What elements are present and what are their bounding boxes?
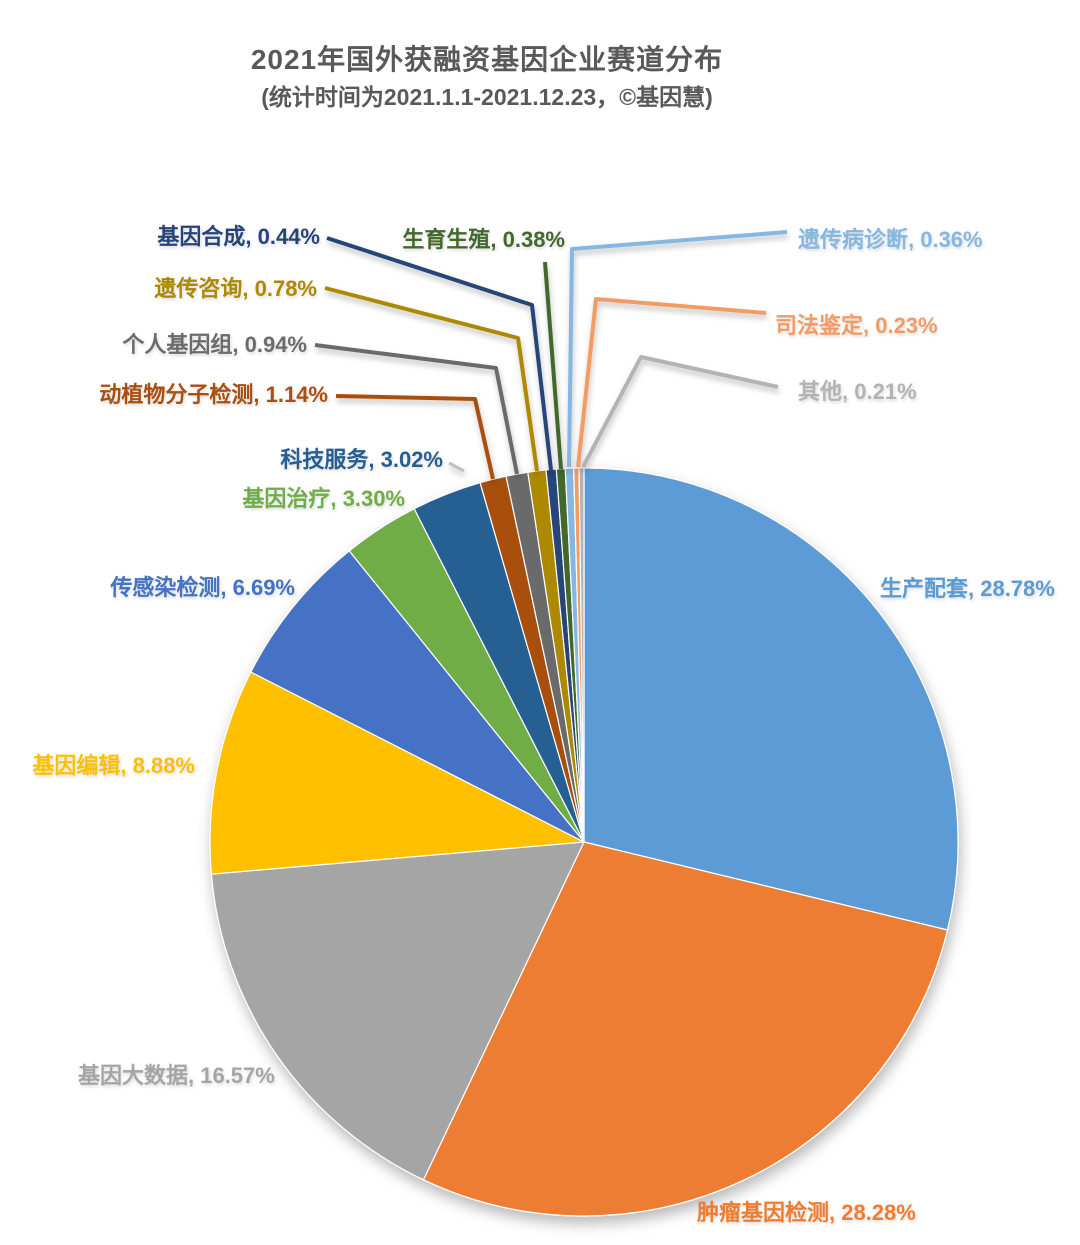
pie-slice xyxy=(583,467,959,931)
slice-label: 传感染检测, 6.69% xyxy=(110,575,295,600)
leader-line xyxy=(543,261,563,470)
pie-slice xyxy=(422,841,949,1217)
slice-label: 个人基因组, 0.94% xyxy=(122,332,307,357)
leader-line xyxy=(576,297,767,468)
slice-label: 遗传病诊断, 0.36% xyxy=(798,227,983,252)
leader-line xyxy=(314,343,519,475)
slice-label: 基因合成, 0.44% xyxy=(157,224,320,249)
leader-line xyxy=(326,236,553,471)
slice-label: 其他, 0.21% xyxy=(798,379,917,404)
leader-line xyxy=(581,355,779,468)
leader-line xyxy=(448,461,465,473)
pie-slice xyxy=(210,841,585,1181)
leader-lines-group xyxy=(314,230,788,480)
slice-label: 科技服务, 3.02% xyxy=(280,447,443,472)
leader-line xyxy=(324,286,539,472)
slice-label: 基因治疗, 3.30% xyxy=(242,486,405,511)
slice-label: 肿瘤基因检测, 28.28% xyxy=(697,1200,916,1225)
slice-label: 基因大数据, 16.57% xyxy=(78,1063,275,1088)
slice-label: 遗传咨询, 0.78% xyxy=(154,276,317,301)
slice-label: 生育生殖, 0.38% xyxy=(402,227,565,252)
slice-label: 基因编辑, 8.88% xyxy=(32,753,195,778)
pie-slice xyxy=(250,550,585,843)
slice-label: 司法鉴定, 0.23% xyxy=(775,313,938,338)
slice-label: 动植物分子检测, 1.14% xyxy=(99,382,328,407)
pie-slice xyxy=(578,467,585,843)
chart-title: 2021年国外获融资基因企业赛道分布 xyxy=(250,44,724,75)
leader-line xyxy=(567,230,788,468)
pie-slices-group xyxy=(209,467,959,1217)
leader-line xyxy=(335,394,495,480)
chart-subtitle: (统计时间为2021.1.1-2021.12.23，©基因慧) xyxy=(261,84,713,110)
pie-slice xyxy=(209,671,585,875)
slice-label: 生产配套, 28.78% xyxy=(880,576,1055,601)
